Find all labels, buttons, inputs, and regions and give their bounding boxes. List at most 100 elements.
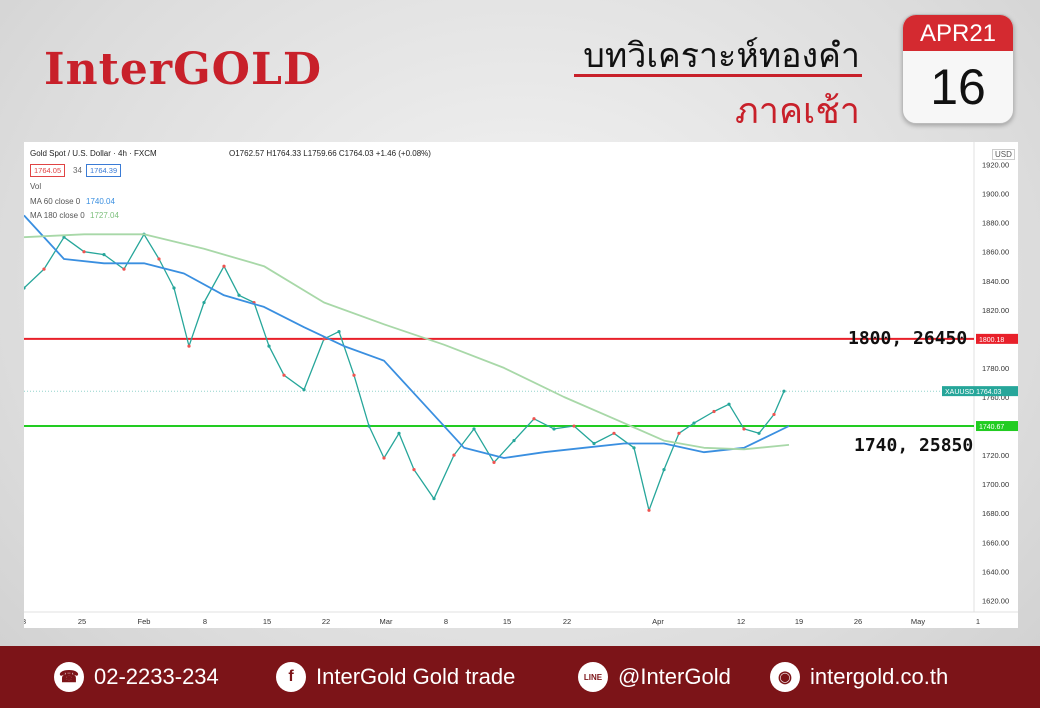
y-tick-label: 1920.00 [982,161,1009,170]
line-icon: LINE [578,662,608,692]
ma180-label: MA 180 close 0 [30,211,85,220]
y-tick-label: 1680.00 [982,509,1009,518]
chart-panel: 1620.00 1640.00 1660.00 1680.00 1700.00 1720.… [24,142,1018,628]
price-point [397,431,401,435]
x-tick-label: 15 [263,617,271,626]
x-tick-label: 22 [322,617,330,626]
price-point [302,388,306,392]
price-point [592,441,596,446]
calendar-month: APR21 [903,15,1013,51]
support-label: 1740, 25850 [854,435,974,456]
price-point [692,421,696,425]
support-tag-text: 1740.67 [979,424,1004,431]
resistance-tag-text: 1800.18 [979,337,1004,344]
facebook-icon: f [276,662,306,692]
spread: 34 [73,166,82,175]
intergold-logo: InterGOLD [44,44,323,95]
price-point [432,497,436,501]
price-point [647,508,651,512]
x-tick-label: 22 [563,617,571,626]
x-tick-label: 8 [444,617,448,626]
price-chart: 1620.00 1640.00 1660.00 1680.00 1700.00 1720.… [24,142,1018,626]
y-tick-label: 1820.00 [982,306,1009,315]
current-price-tag-text: XAUUSD 1764.03 [945,389,1002,396]
price-point [322,337,326,341]
price-point [757,431,761,435]
price-point [82,250,86,254]
line-id: @InterGold [618,664,731,689]
volume-label: Vol [30,182,42,191]
price-point [492,460,496,464]
price-point [337,330,341,334]
phone-icon: ☎ [54,662,84,692]
x-tick-label: 1 [976,617,980,626]
price-point [202,300,206,305]
price-point [172,286,176,290]
y-tick-label: 1840.00 [982,277,1009,286]
x-tick-label: Apr [652,617,664,626]
price-point [122,267,126,271]
calendar-badge: APR21 16 [902,14,1014,124]
price-point [382,456,386,460]
price-point [42,267,46,271]
price-point [187,344,191,348]
phone-number: 02-2233-234 [94,664,219,689]
price-point [412,468,416,472]
bid-price: 1764.05 [30,164,66,177]
resistance-tag-bg [976,333,1018,344]
calendar-day: 16 [930,59,986,115]
footer-facebook[interactable]: f InterGold Gold trade [276,662,515,692]
price-point [727,402,731,406]
x-tick-label: 26 [854,617,862,626]
footer-bar [0,646,1040,708]
support-tag-bg [976,421,1018,432]
x-tick-label: 8 [24,617,26,626]
y-tick-label: 1700.00 [982,480,1009,489]
ma60-value: 1740.04 [86,197,115,206]
price-point [742,427,746,431]
price-point [552,427,556,431]
footer-website[interactable]: ◉ intergold.co.th [770,662,948,692]
y-tick-label: 1760.00 [982,393,1009,402]
x-tick-label: Feb [138,617,151,626]
price-point [632,446,636,450]
price-point [222,264,226,268]
y-tick-label: 1640.00 [982,567,1009,576]
series-line-1 [24,233,785,511]
y-tick-label: 1860.00 [982,248,1009,257]
x-tick-label: Mar [380,617,393,626]
x-tick-label: 19 [795,617,803,626]
ma180-value: 1727.04 [90,211,119,220]
facebook-name: InterGold Gold trade [316,664,516,689]
y-tick-label: 1720.00 [982,451,1009,460]
price-point [712,409,716,414]
price-point [352,373,356,377]
y-tick-label: 1660.00 [982,538,1009,547]
price-point [452,453,456,457]
price-point [512,438,516,443]
price-point [612,431,616,435]
chart-symbol: Gold Spot / U.S. Dollar · 4h · FXCM [30,149,157,158]
price-point [102,253,106,257]
price-point [532,417,536,421]
price-point [782,389,786,393]
currency-label[interactable]: USD [992,149,1015,160]
title-divider [574,74,862,77]
footer-line[interactable]: LINE @InterGold [578,662,731,692]
globe-icon: ◉ [770,662,800,692]
ask-price: 1764.39 [86,164,122,177]
price-point [24,286,26,290]
price-point [472,427,476,431]
page-subtitle: ภาคเช้า [735,91,860,132]
series-line-2 [24,214,790,459]
x-tick-label: 8 [203,617,207,626]
footer-phone[interactable]: ☎ 02-2233-234 [54,662,219,692]
price-point [772,412,776,417]
y-tick-label: 1780.00 [982,364,1009,373]
current-price-tag-bg [942,386,1018,397]
y-tick-label: 1620.00 [982,596,1009,605]
price-point [662,468,666,472]
price-point [677,431,681,435]
website-url: intergold.co.th [810,664,949,689]
price-point [157,257,161,261]
